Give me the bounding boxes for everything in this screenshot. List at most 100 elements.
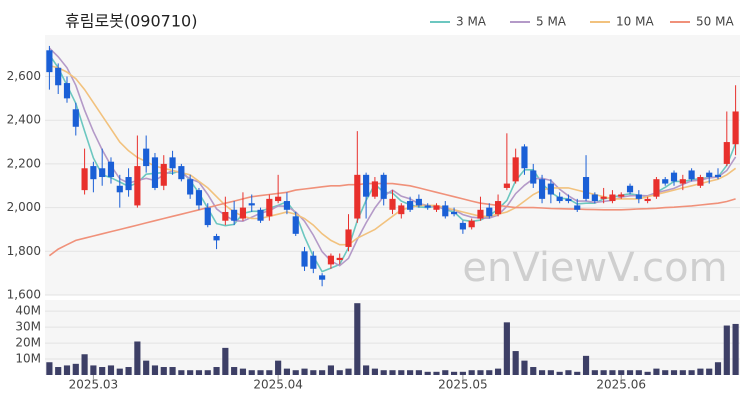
volume-bar (213, 367, 220, 375)
volume-bar (336, 370, 343, 375)
candle-body (626, 185, 634, 193)
candle-body (547, 183, 554, 195)
candle-body (653, 179, 660, 197)
candle-body (187, 179, 194, 195)
volume-bar (301, 368, 308, 375)
candle-body (354, 174, 361, 219)
volume-bar (398, 370, 405, 375)
candle-body (310, 255, 317, 269)
volume-bar (697, 368, 704, 375)
volume-bar (486, 370, 493, 375)
candle-body (169, 157, 176, 169)
candle-body (662, 179, 669, 184)
volume-bar (283, 368, 291, 375)
volume-bar (503, 322, 510, 375)
candle-body (609, 194, 616, 202)
y-tick-label: 40M (15, 304, 41, 318)
candle-body (275, 196, 282, 202)
volume-bar (530, 367, 537, 375)
candle-body (574, 205, 581, 210)
y-tick-label: 1,600 (7, 288, 41, 302)
volume-bar (512, 351, 519, 375)
volume-bar (732, 323, 739, 375)
volume-bar (477, 370, 484, 375)
candle-body (732, 111, 739, 145)
candle-body (90, 166, 97, 180)
volume-bar (547, 370, 554, 375)
candle-body (618, 194, 625, 197)
plot-layer: 1,600 1,800 2,000 2,200 2,400 2,600 3 MA 5 MA 10… (7, 15, 740, 392)
candle-body (213, 236, 220, 241)
volume-bar (723, 325, 730, 375)
candle-body (81, 168, 88, 191)
volume-bar (63, 365, 71, 375)
candle-body (503, 183, 510, 188)
candle-body (160, 163, 167, 186)
volume-bar (565, 370, 572, 375)
candle-body (494, 201, 502, 215)
volume-bar (248, 370, 255, 375)
candle-body (266, 198, 273, 217)
volume-bar (292, 370, 299, 375)
volume-bar (178, 370, 185, 375)
candle-body (679, 179, 686, 184)
candle-body (134, 166, 141, 206)
candle-body (222, 211, 229, 221)
volume-bar (354, 303, 361, 375)
volume-bar (600, 370, 607, 375)
candle-body (248, 203, 255, 206)
volume-bar (494, 368, 502, 375)
chart-title: 휴림로봇(090710) (65, 12, 197, 31)
volume-bar (363, 365, 370, 375)
volume-bar (46, 362, 53, 375)
volume-bar (609, 370, 616, 375)
candle-body (231, 209, 238, 221)
legend-label: 5 MA (536, 15, 567, 29)
candle-body (63, 83, 71, 99)
x-tick-label: 2025.03 (69, 378, 119, 392)
candle-body (398, 205, 405, 215)
candle-body (538, 179, 546, 199)
candle-body (442, 205, 449, 217)
volume-bar (125, 367, 132, 375)
candle-body (521, 146, 528, 169)
candle-body (46, 50, 53, 73)
volume-bar (635, 370, 642, 375)
volume-bar (688, 370, 695, 375)
y-tick-label: 2,200 (7, 156, 41, 170)
volume-bar (239, 368, 247, 375)
candle-body (512, 157, 519, 182)
volume-bar (626, 370, 634, 375)
volume-bar (670, 370, 678, 375)
x-tick-label: 2025.06 (596, 378, 646, 392)
candle-body (459, 222, 466, 230)
volume-bar (653, 368, 660, 375)
legend-label: 10 MA (616, 15, 654, 29)
volume-bar (275, 360, 282, 375)
candle-body (345, 229, 352, 247)
volume-bar (582, 355, 590, 375)
volume-bar (451, 371, 458, 375)
volume-bar (143, 360, 150, 375)
volume-bar (556, 371, 563, 375)
ma-line (48, 182, 736, 257)
candle-body (336, 257, 343, 261)
volume-bar (679, 370, 686, 375)
volume-bar (72, 363, 79, 375)
volume-bar (521, 360, 528, 375)
volume-bar (81, 354, 88, 375)
candle-body (723, 142, 730, 164)
y-tick-label: 2,400 (7, 113, 41, 127)
candle-body (99, 168, 106, 178)
volume-bar (310, 370, 317, 375)
volume-bar (380, 370, 387, 375)
candle-body (635, 194, 642, 199)
y-tick-label: 2,000 (7, 200, 41, 214)
candle-body (363, 174, 370, 197)
candle-body (292, 216, 299, 234)
volume-bar (204, 370, 211, 375)
candle-body (204, 207, 211, 226)
candle-body (644, 198, 651, 202)
candle-body (670, 172, 678, 182)
